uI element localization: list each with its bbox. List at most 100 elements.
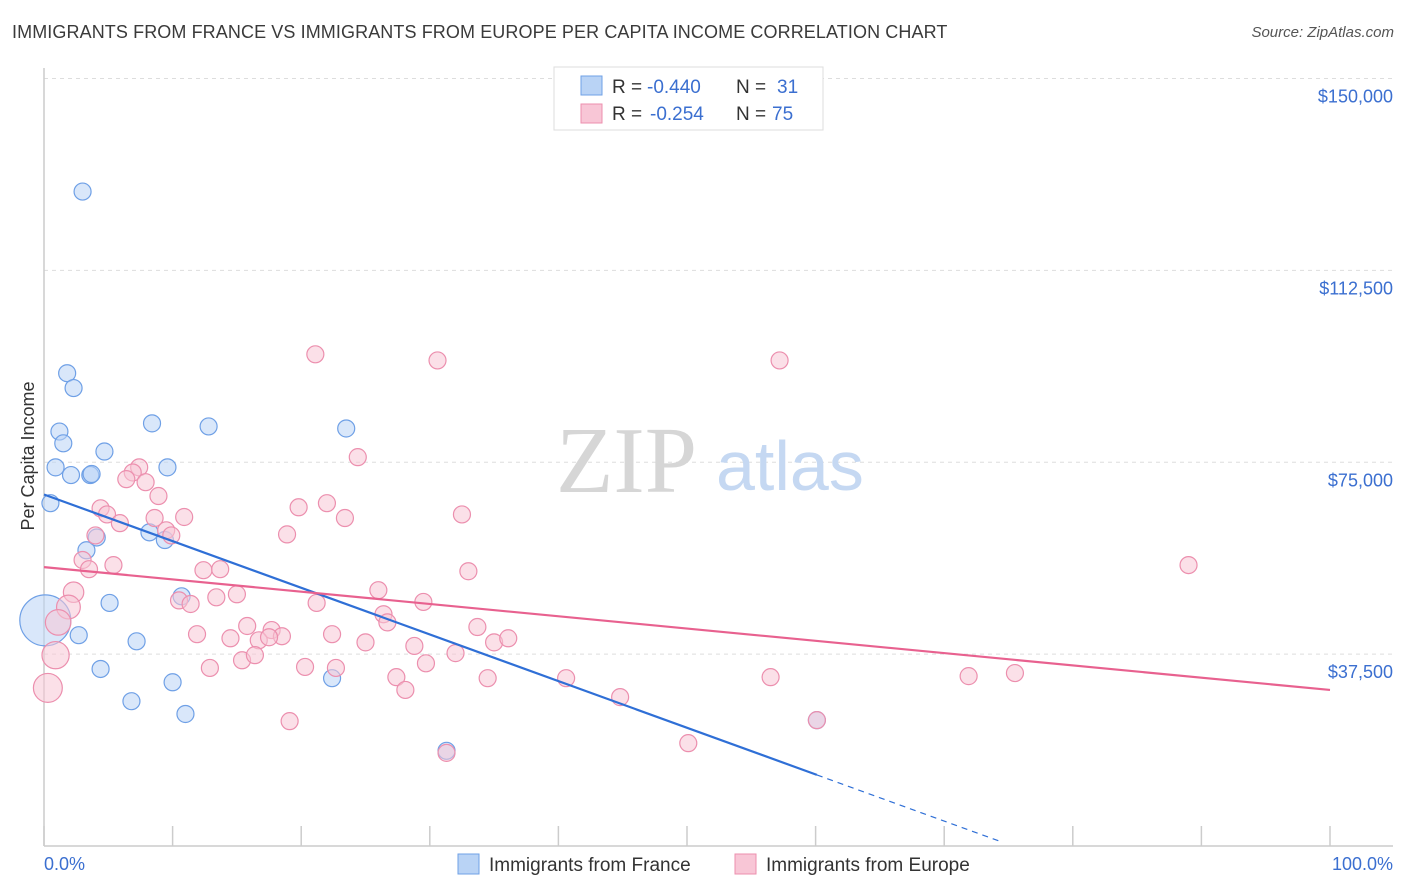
france-point — [122, 692, 141, 711]
europe-point — [761, 668, 780, 687]
europe-point — [149, 486, 168, 506]
france-point — [54, 434, 73, 453]
france-point — [337, 419, 356, 438]
trend-lines — [43, 493, 1331, 842]
chart-title: IMMIGRANTS FROM FRANCE VS IMMIGRANTS FRO… — [12, 22, 948, 42]
europe-point — [259, 628, 279, 647]
europe-point — [32, 672, 63, 703]
europe-point — [807, 711, 826, 730]
europe-point — [79, 560, 99, 579]
europe-point — [41, 640, 70, 670]
france-point — [91, 659, 110, 679]
france-r-label: R = — [612, 77, 642, 98]
source-label: Source: ZipAtlas.com — [1251, 24, 1394, 41]
europe-point — [181, 594, 200, 614]
europe-point — [959, 667, 978, 686]
europe-point — [356, 633, 375, 652]
europe-point — [245, 646, 265, 665]
europe-point — [136, 473, 155, 492]
france-point — [64, 378, 83, 398]
stats-legend: R = -0.440 N = 31 R = -0.254 N = 75 — [553, 66, 824, 131]
europe-point — [770, 351, 789, 370]
watermark-zip: ZIP — [556, 409, 697, 513]
x-tick-label-max: 100.0% — [1332, 854, 1393, 874]
france-point — [142, 414, 162, 433]
europe-point — [295, 657, 315, 677]
europe-point — [416, 654, 436, 673]
europe-point — [117, 470, 136, 489]
europe-point — [207, 588, 226, 607]
europe-point — [238, 616, 257, 636]
europe-point — [104, 555, 123, 575]
france-n-label: N = — [736, 77, 766, 98]
y-tick-labels: $37,500 $75,000 $112,500 $150,000 — [1318, 87, 1393, 683]
europe-point — [499, 629, 518, 648]
europe-point — [369, 581, 388, 600]
europe-swatch — [580, 103, 603, 124]
france-point — [73, 182, 92, 201]
europe-point — [478, 669, 497, 688]
europe-point — [1179, 555, 1198, 575]
europe-n-value: 75 — [772, 104, 793, 125]
legend-france-label: Immigrants from France — [489, 855, 691, 876]
y-tick-label: $112,500 — [1319, 278, 1393, 298]
france-n-value: 31 — [777, 77, 798, 98]
france-point — [69, 626, 88, 645]
europe-r-value: -0.254 — [650, 104, 704, 125]
europe-point — [145, 508, 164, 528]
y-tick-label: $37,500 — [1328, 662, 1393, 682]
y-tick-label: $150,000 — [1318, 87, 1393, 107]
france-point — [199, 417, 218, 436]
europe-point — [200, 658, 219, 678]
france-point — [163, 673, 182, 692]
europe-trend-line — [43, 566, 1331, 692]
x-tick-label-min: 0.0% — [44, 854, 85, 874]
europe-point — [175, 507, 194, 527]
bottom-legend: Immigrants from France Immigrants from E… — [457, 853, 970, 876]
y-tick-label: $75,000 — [1328, 470, 1393, 490]
france-swatch — [580, 75, 603, 96]
legend-france-swatch — [457, 853, 480, 875]
watermark-atlas: atlas — [716, 427, 864, 505]
europe-point — [326, 658, 346, 678]
europe-point — [322, 625, 342, 644]
europe-point — [307, 593, 326, 613]
data-points — [19, 182, 1198, 762]
europe-point — [428, 351, 447, 370]
europe-point — [405, 636, 424, 656]
france-point — [82, 464, 101, 484]
europe-point — [187, 625, 207, 644]
europe-point — [396, 680, 415, 700]
europe-point — [452, 505, 472, 524]
france-point — [127, 632, 146, 651]
y-axis-label: Per Capita Income — [18, 381, 38, 530]
europe-point — [277, 525, 297, 544]
france-point — [95, 442, 114, 461]
europe-point — [387, 668, 406, 687]
europe-point — [289, 498, 308, 517]
europe-point — [446, 644, 465, 663]
france-r-value: -0.440 — [647, 77, 701, 98]
france-trend-line — [43, 493, 818, 776]
europe-point — [86, 526, 105, 545]
europe-point — [280, 712, 299, 731]
europe-point — [437, 743, 456, 762]
legend-europe-label: Immigrants from Europe — [766, 855, 970, 876]
france-point — [61, 465, 81, 485]
europe-point — [194, 561, 213, 580]
europe-point — [348, 448, 367, 467]
legend-europe-swatch — [734, 853, 757, 875]
europe-point — [679, 734, 698, 753]
france-point — [158, 458, 177, 477]
france-point — [176, 704, 195, 724]
europe-point — [317, 494, 337, 513]
europe-point — [306, 345, 325, 364]
france-point — [100, 593, 119, 613]
europe-r-label: R = — [612, 104, 642, 125]
x-ticks — [43, 826, 1331, 846]
europe-point — [227, 585, 246, 604]
europe-point — [211, 560, 230, 579]
europe-point — [44, 609, 72, 636]
europe-point — [459, 562, 478, 581]
